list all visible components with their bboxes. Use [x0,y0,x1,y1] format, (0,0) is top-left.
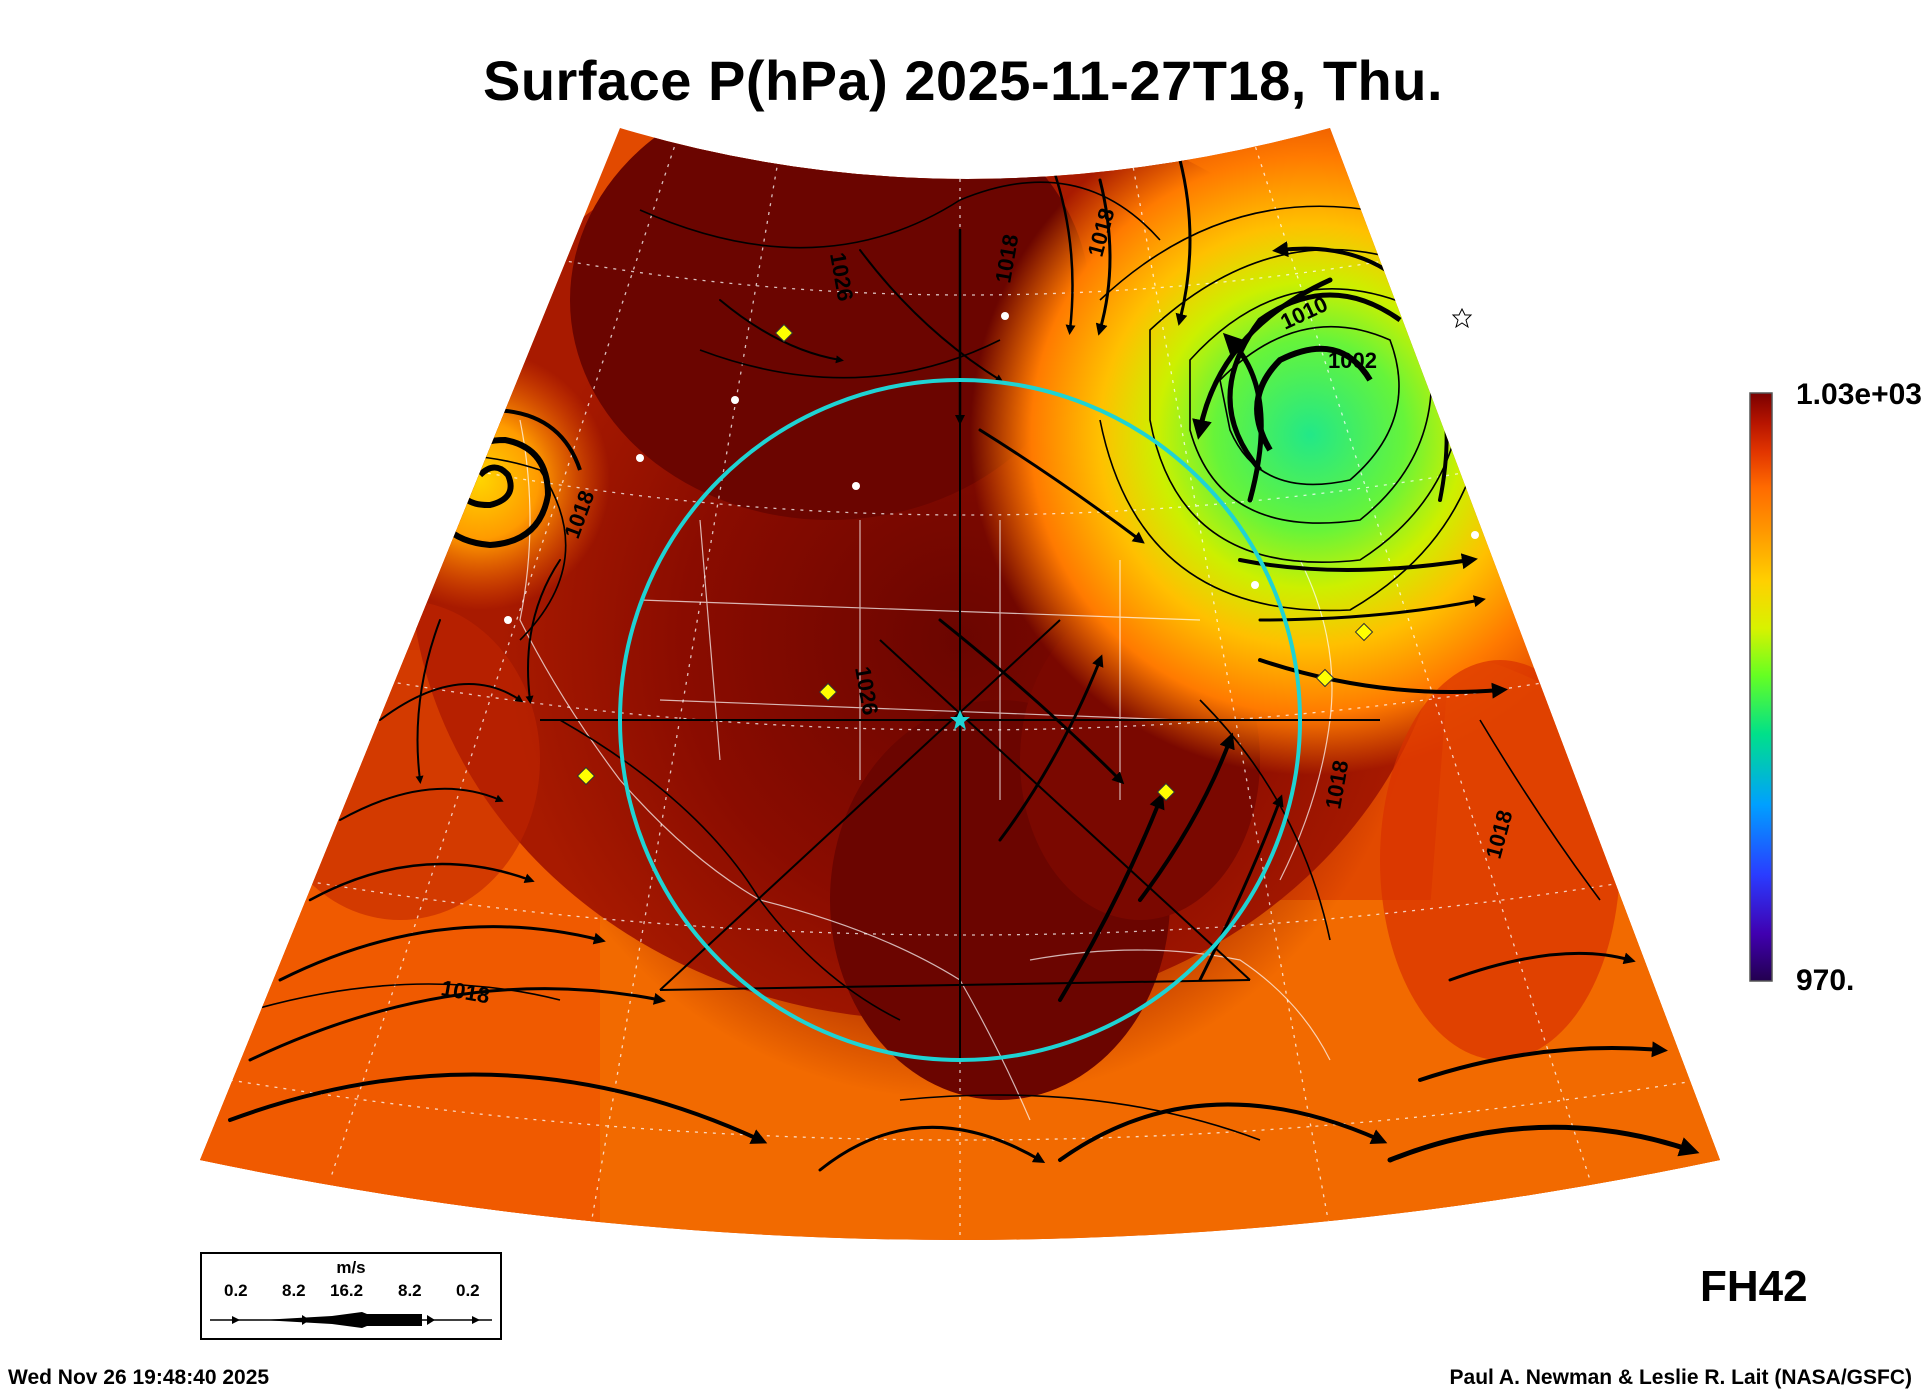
station-marker [774,323,794,343]
station-star [1251,581,1259,589]
page-title: Surface P(hPa) 2025-11-27T18, Thu. [482,49,1444,112]
center-star [950,710,970,730]
colorbar-max-label: 1.03e+03 [1796,378,1922,411]
forecast-hour: FH42 [1700,1262,1808,1311]
station-star [504,616,512,624]
station-star [731,396,739,404]
wind-legend-tick: 8.2 [398,1281,422,1300]
station-marker [818,682,838,702]
pressure-field [200,128,1720,1240]
colorbar-min-label: 970. [1796,964,1855,997]
wind-legend-tick: 0.2 [224,1281,248,1300]
station-star [1471,531,1479,539]
station-marker [1354,622,1374,642]
contour-label: 1002 [1328,348,1377,373]
wind-legend-tick: 16.2 [330,1281,364,1300]
station-star [636,454,644,462]
colorbar [1749,392,1773,982]
station-marker [1156,782,1176,802]
footer-credit: Paul A. Newman & Leslie R. Lait (NASA/GS… [1449,1366,1912,1389]
reference-ring [618,378,1302,1062]
station-star [1001,312,1009,320]
station-marker [576,766,596,786]
wind-legend-arrow [210,1312,492,1328]
outlier-star [1451,307,1473,329]
station-star [852,482,860,490]
station-marker [1315,668,1335,688]
wind-speed-legend: m/s 0.2 8.2 16.2 8.2 0.2 [200,1252,502,1340]
wind-legend-tick: 0.2 [456,1281,480,1300]
wind-legend-unit: m/s [336,1258,366,1277]
wind-legend-tick: 8.2 [282,1281,306,1300]
east-cyclone-spiral [1227,292,1402,472]
footer-timestamp: Wed Nov 26 19:48:40 2025 [8,1366,270,1389]
